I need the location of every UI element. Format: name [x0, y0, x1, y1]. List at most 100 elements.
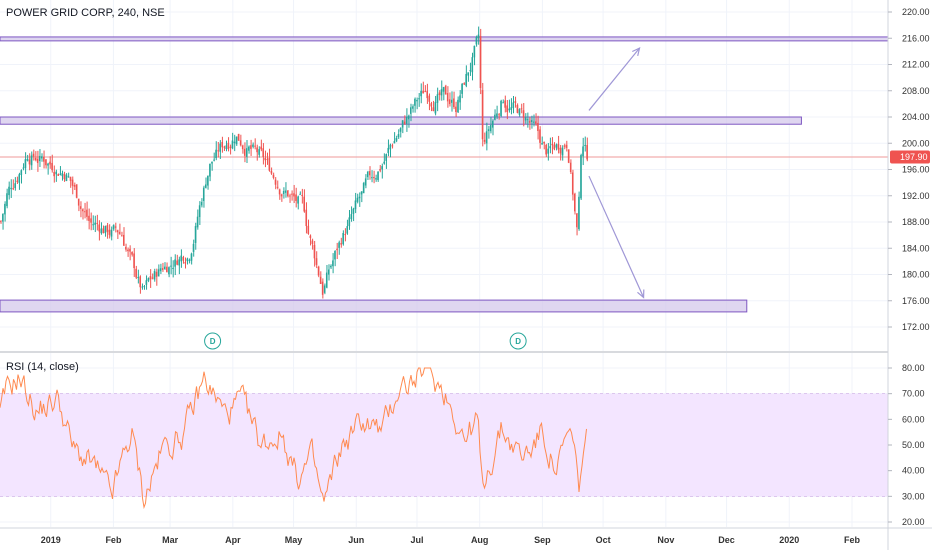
- candle-body: [366, 171, 369, 178]
- candle-body: [100, 228, 103, 234]
- time-axis[interactable]: 2019 Feb Mar Apr May Jun Jul Aug Sep Oct Nov Dec 202…: [41, 535, 861, 545]
- candle-body: [533, 121, 535, 123]
- candle-body: [276, 186, 279, 188]
- candle-body: [358, 196, 361, 199]
- candle-body: [399, 128, 402, 132]
- time-tick-label: Aug: [471, 535, 489, 545]
- candle-body: [278, 189, 281, 195]
- candle-body: [143, 286, 146, 288]
- rsi-axis[interactable]: 80.00 70.00 60.00 50.00 40.00 30.00 20.00: [888, 363, 925, 527]
- candle-body: [291, 193, 293, 195]
- dividend-circle-icon: [204, 332, 222, 350]
- candle-body: [102, 228, 105, 234]
- candle-body: [110, 229, 113, 237]
- candle-body: [127, 249, 129, 252]
- candle-body: [34, 157, 37, 161]
- candle-body: [496, 113, 498, 117]
- candle-body: [219, 143, 221, 152]
- candle-body: [332, 260, 334, 267]
- candle-body: [268, 157, 271, 171]
- candle-body: [578, 196, 580, 230]
- price-tick-label: 208.00: [902, 86, 930, 96]
- candle-body: [567, 149, 570, 163]
- candle-body: [86, 209, 88, 217]
- candle-body: [473, 45, 476, 58]
- candle-body: [147, 278, 150, 281]
- candle-body: [565, 144, 568, 148]
- candles: [0, 26, 588, 299]
- candle-body: [436, 94, 439, 103]
- projection-arrow-1[interactable]: [588, 47, 641, 111]
- price-axis[interactable]: 220.00 216.00 212.00 208.00 204.00 200.00 196.…: [888, 7, 930, 332]
- candle-body: [379, 169, 381, 171]
- candle-body: [0, 221, 2, 223]
- candle-body: [266, 158, 269, 160]
- projection-arrow-2[interactable]: [588, 175, 645, 298]
- candle-body: [457, 99, 459, 113]
- candle-body: [336, 248, 338, 251]
- projection-arrows[interactable]: [588, 47, 645, 299]
- candle-body: [274, 179, 277, 185]
- candle-body: [145, 280, 148, 285]
- candle-body: [151, 277, 154, 279]
- candle-body: [371, 177, 373, 179]
- candle-body: [73, 185, 76, 187]
- candle-body: [26, 159, 29, 161]
- candle-body: [153, 271, 156, 280]
- rsi-tick-label: 30.00: [902, 491, 925, 501]
- arrowhead-icon: [632, 47, 641, 57]
- candle-body: [483, 139, 486, 142]
- candle-body: [338, 242, 340, 248]
- candle-body: [571, 172, 574, 195]
- candle-body: [563, 145, 566, 147]
- rsi-tick-label: 60.00: [902, 414, 925, 424]
- dividend-marker-2[interactable]: D: [509, 332, 527, 350]
- candle-body: [307, 225, 310, 234]
- rsi-tick-label: 40.00: [902, 466, 925, 476]
- candle-body: [198, 205, 201, 218]
- candle-body: [69, 176, 72, 181]
- time-tick-label: Jul: [410, 535, 423, 545]
- candle-body: [487, 129, 490, 132]
- candle-body: [387, 147, 390, 153]
- zone-rect-1[interactable]: [0, 36, 889, 42]
- candle-body: [71, 179, 74, 186]
- candle-body: [16, 180, 18, 182]
- candle-body: [369, 171, 371, 176]
- candle-body: [116, 230, 119, 233]
- candle-body: [412, 106, 414, 109]
- candle-body: [112, 225, 115, 230]
- candle-body: [446, 93, 449, 102]
- candle-body: [137, 276, 139, 278]
- candle-body: [200, 201, 203, 206]
- candle-body: [330, 265, 332, 268]
- candle-body: [522, 110, 525, 118]
- candle-body: [506, 105, 508, 113]
- candle-body: [514, 101, 517, 103]
- candle-body: [139, 276, 141, 288]
- candle-body: [2, 213, 4, 222]
- candle-body: [321, 281, 324, 295]
- candle-body: [196, 216, 199, 228]
- zone-rect-3[interactable]: [0, 299, 748, 313]
- candle-body: [32, 153, 35, 157]
- dividend-marker-1[interactable]: D: [204, 332, 222, 350]
- candle-body: [471, 57, 474, 73]
- zones[interactable]: [0, 36, 889, 313]
- candle-body: [241, 145, 244, 150]
- candle-body: [569, 162, 572, 173]
- candle-body: [53, 172, 55, 177]
- rsi-tick-label: 70.00: [902, 389, 925, 399]
- candle-body: [391, 145, 394, 147]
- candle-body: [297, 196, 299, 204]
- price-tick-label: 196.00: [902, 165, 930, 175]
- rsi-tick-label: 80.00: [902, 363, 925, 373]
- candle-body: [75, 184, 78, 198]
- candle-body: [494, 114, 496, 120]
- candle-body: [157, 269, 160, 277]
- candle-body: [344, 234, 346, 236]
- candle-body: [20, 170, 23, 176]
- zone-rect-2[interactable]: [0, 116, 802, 125]
- candle-body: [414, 98, 416, 106]
